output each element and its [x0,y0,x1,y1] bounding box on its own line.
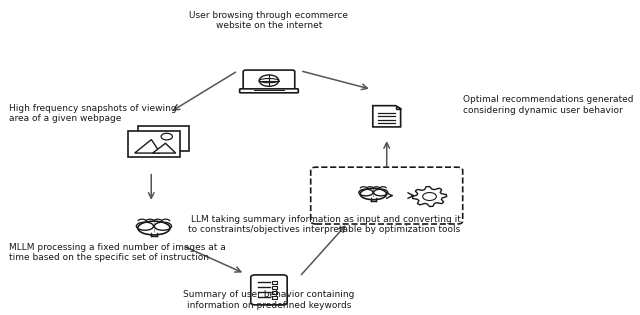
Bar [271,296,276,299]
Bar [271,281,276,284]
Bar [271,291,276,294]
Text: High frequency snapshots of viewing
area of a given webpage: High frequency snapshots of viewing area… [10,104,177,123]
Text: LLM taking summary information as input and converting it
to constraints/objecti: LLM taking summary information as input … [188,215,461,234]
Polygon shape [152,143,176,153]
Text: User browsing through ecommerce
website on the internet: User browsing through ecommerce website … [189,11,348,30]
Polygon shape [372,106,401,127]
FancyBboxPatch shape [243,70,295,91]
Polygon shape [412,186,447,207]
Text: Summary of user behavior containing
information on predefined keywords: Summary of user behavior containing info… [183,290,355,310]
Polygon shape [396,106,401,109]
Text: MLLM processing a fixed number of images at a
time based on the specific set of : MLLM processing a fixed number of images… [10,243,226,262]
FancyBboxPatch shape [251,275,287,305]
Polygon shape [134,140,161,153]
Bar [128,131,180,157]
Text: Optimal recommendations generated
considering dynamic user behavior: Optimal recommendations generated consid… [463,95,633,115]
FancyBboxPatch shape [310,167,463,224]
Bar [271,286,276,289]
FancyBboxPatch shape [239,89,298,93]
Bar [138,126,189,151]
